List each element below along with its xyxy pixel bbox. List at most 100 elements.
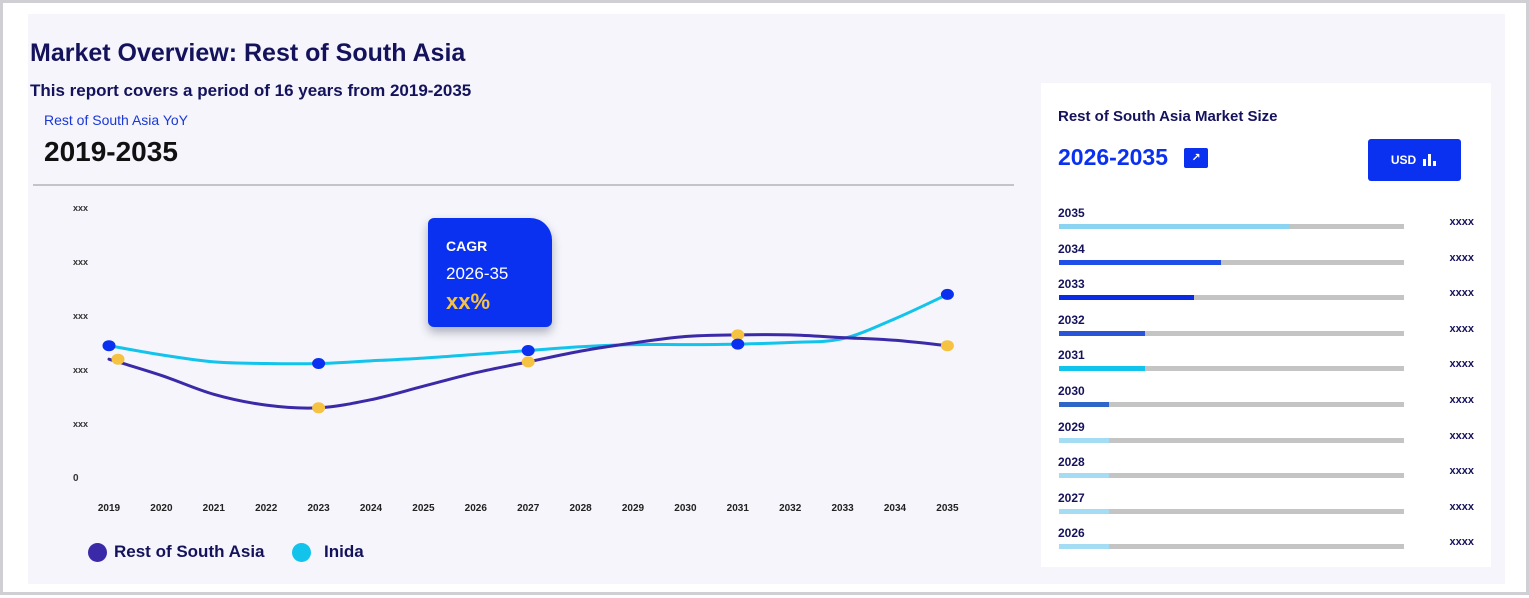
row-bar-track [1059,366,1404,372]
x-tick-label: 2028 [569,503,592,514]
row-bar-track [1059,295,1404,301]
row-year: 2028 [1058,455,1085,470]
x-tick-label: 2032 [779,503,802,514]
market-size-row-2026: 2026 xxxx [1058,526,1478,560]
x-tick-label: 2030 [674,503,697,514]
row-bar-track [1059,473,1404,479]
row-year: 2027 [1058,490,1085,505]
row-year: 2029 [1058,419,1085,434]
x-tick-label: 2034 [884,503,907,514]
market-size-range: 2026-2035 [1058,144,1168,170]
market-size-row-2035: 2035 xxxx [1058,206,1478,240]
arrow-up-right-icon[interactable]: ↗ [1184,148,1208,168]
x-tick-label: 2020 [150,503,173,514]
row-bar-track [1059,402,1404,407]
currency-button[interactable]: USD [1368,139,1461,181]
row-year: 2026 [1058,526,1085,541]
row-bar-fill [1059,473,1110,479]
row-bar-track [1059,330,1404,336]
x-tick-label: 2035 [936,503,959,514]
yoy-label: Rest of South Asia YoY [44,112,188,128]
y-tick-label: xxx [73,257,88,267]
row-bar-fill [1059,259,1222,265]
market-size-card: Rest of South Asia Market Size 2026-2035… [1041,83,1491,567]
row-value: xxxx [1449,251,1474,264]
row-bar-fill [1059,224,1291,229]
cagr-tooltip: CAGR 2026-35 xx% [428,218,552,327]
row-year: 2031 [1058,348,1085,363]
row-bar-fill [1059,437,1110,443]
y-tick-label: xxx [73,203,88,213]
row-value: xxxx [1449,358,1474,371]
row-value: xxxx [1449,322,1474,335]
row-bar-fill [1059,295,1194,301]
x-tick-label: 2023 [307,503,330,514]
row-year: 2032 [1058,312,1085,327]
y-tick-label: 0 [73,473,79,484]
market-size-row-2034: 2034 xxxx [1058,242,1478,276]
series-point-rest-of-south-asia [521,356,535,368]
x-tick-label: 2031 [727,503,750,514]
x-tick-label: 2021 [203,503,226,514]
report-period-subtitle: This report covers a period of 16 years … [30,81,472,100]
divider [33,184,1014,186]
cagr-label: CAGR [446,238,488,254]
x-tick-label: 2025 [412,503,435,514]
market-size-row-2030: 2030 xxxx [1058,384,1478,418]
x-tick-label: 2026 [465,503,488,514]
series-point-inida [102,340,116,352]
series-point-rest-of-south-asia [111,353,125,365]
row-bar-track [1059,259,1404,265]
cagr-value: xx% [446,289,491,314]
market-size-row-2027: 2027 xxxx [1058,491,1478,525]
currency-label: USD [1390,153,1417,167]
line-chart: 0 xxx xxx xxx xxx xxx 2019 2020 2021 2022 2023 2024… [73,203,959,514]
page-title: Market Overview: Rest of South Asia [30,39,466,67]
yoy-range: 2019-2035 [44,136,178,167]
row-bar-fill [1059,330,1146,336]
row-bar-track [1059,544,1404,550]
legend-label: Inida [324,542,364,561]
row-value: xxxx [1449,287,1474,300]
legend-label: Rest of South Asia [114,542,265,561]
market-size-row-2029: 2029 xxxx [1058,420,1478,454]
row-year: 2030 [1058,384,1085,398]
x-tick-label: 2027 [517,503,540,514]
row-bar-fill [1059,544,1110,550]
row-bar-fill [1059,508,1110,514]
legend-item-rest-of-south-asia[interactable]: Rest of South Asia [88,540,265,564]
row-year: 2033 [1058,277,1085,292]
row-year: 2034 [1058,241,1085,256]
legend-dot-inida [292,542,311,562]
series-point-rest-of-south-asia [731,329,745,341]
x-tick-label: 2024 [360,503,383,514]
market-size-row-2031: 2031 xxxx [1058,348,1478,382]
x-tick-label: 2029 [622,503,645,514]
row-value: xxxx [1449,216,1474,228]
series-point-inida [940,288,954,300]
y-tick-label: xxx [73,311,88,321]
row-year: 2035 [1058,206,1085,220]
x-tick-label: 2022 [255,503,278,514]
market-size-row-2033: 2033 xxxx [1058,277,1478,311]
bar-chart-icon [1423,154,1438,166]
row-value: xxxx [1449,465,1474,478]
row-value: xxxx [1449,500,1474,513]
legend-dot-rest-of-south-asia [88,542,107,562]
market-size-row-2032: 2032 xxxx [1058,313,1478,347]
row-value: xxxx [1449,536,1474,549]
row-bar-fill [1059,402,1110,407]
cagr-period: 2026-35 [446,264,509,283]
legend-item-inida[interactable]: Inida [292,540,364,564]
y-tick-label: xxx [73,365,88,375]
row-value: xxxx [1449,429,1474,442]
series-point-inida [312,358,326,370]
row-bar-track [1059,224,1404,229]
x-tick-label: 2019 [98,503,121,514]
row-bar-track [1059,508,1404,514]
series-point-rest-of-south-asia [940,340,954,352]
row-bar-track [1059,437,1404,443]
series-point-rest-of-south-asia [312,402,326,414]
market-size-row-2028: 2028 xxxx [1058,455,1478,489]
